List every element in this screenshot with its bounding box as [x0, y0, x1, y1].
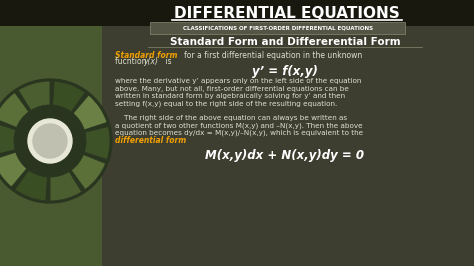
Wedge shape — [15, 170, 47, 201]
Wedge shape — [0, 152, 27, 187]
Circle shape — [0, 79, 112, 203]
Text: y(x): y(x) — [143, 57, 158, 66]
Wedge shape — [53, 81, 85, 112]
Text: for a first differential equation in the unknown: for a first differential equation in the… — [184, 51, 362, 60]
FancyBboxPatch shape — [0, 26, 102, 266]
Text: y’ = f(x,y): y’ = f(x,y) — [252, 64, 318, 77]
Wedge shape — [0, 93, 29, 127]
Circle shape — [28, 119, 72, 163]
Text: above. Many, but not all, first-order differential equations can be: above. Many, but not all, first-order di… — [115, 85, 349, 92]
FancyBboxPatch shape — [102, 26, 474, 266]
Circle shape — [33, 124, 67, 158]
Text: The right side of the above equation can always be written as: The right side of the above equation can… — [115, 115, 347, 121]
Wedge shape — [73, 95, 107, 130]
Wedge shape — [71, 155, 106, 190]
Text: Standard form: Standard form — [115, 51, 177, 60]
Text: Standard Form and Differerential Form: Standard Form and Differerential Form — [170, 37, 401, 47]
FancyBboxPatch shape — [0, 0, 474, 26]
Text: a quotient of two other functions M(x,y) and –N(x,y). Then the above: a quotient of two other functions M(x,y)… — [115, 122, 363, 129]
Text: is: is — [163, 57, 172, 66]
Wedge shape — [0, 122, 16, 156]
Wedge shape — [18, 81, 50, 110]
Wedge shape — [84, 127, 110, 160]
Text: CLASSIFICATIONS OF FIRST-ORDER DIFFERENTIAL EQUATIONS: CLASSIFICATIONS OF FIRST-ORDER DIFFERENT… — [183, 26, 373, 31]
Text: where the derivative y’ appears only on the left side of the equation: where the derivative y’ appears only on … — [115, 78, 361, 84]
Text: written in standard form by algebraically solving for y’ and then: written in standard form by algebraicall… — [115, 93, 345, 99]
Text: equation becomes dy/dx = M(x,y)/–N(x,y), which is equivalent to the: equation becomes dy/dx = M(x,y)/–N(x,y),… — [115, 130, 363, 136]
Text: fucntion: fucntion — [115, 57, 149, 66]
FancyBboxPatch shape — [150, 22, 405, 34]
Text: setting f(x,y) equal to the right side of the resulting equation.: setting f(x,y) equal to the right side o… — [115, 100, 337, 107]
Text: DIFFERENTIAL EQUATIONS: DIFFERENTIAL EQUATIONS — [174, 6, 400, 20]
Wedge shape — [50, 172, 82, 201]
Text: differential form: differential form — [115, 136, 186, 145]
Text: M(x,y)dx + N(x,y)dy = 0: M(x,y)dx + N(x,y)dy = 0 — [206, 149, 365, 163]
